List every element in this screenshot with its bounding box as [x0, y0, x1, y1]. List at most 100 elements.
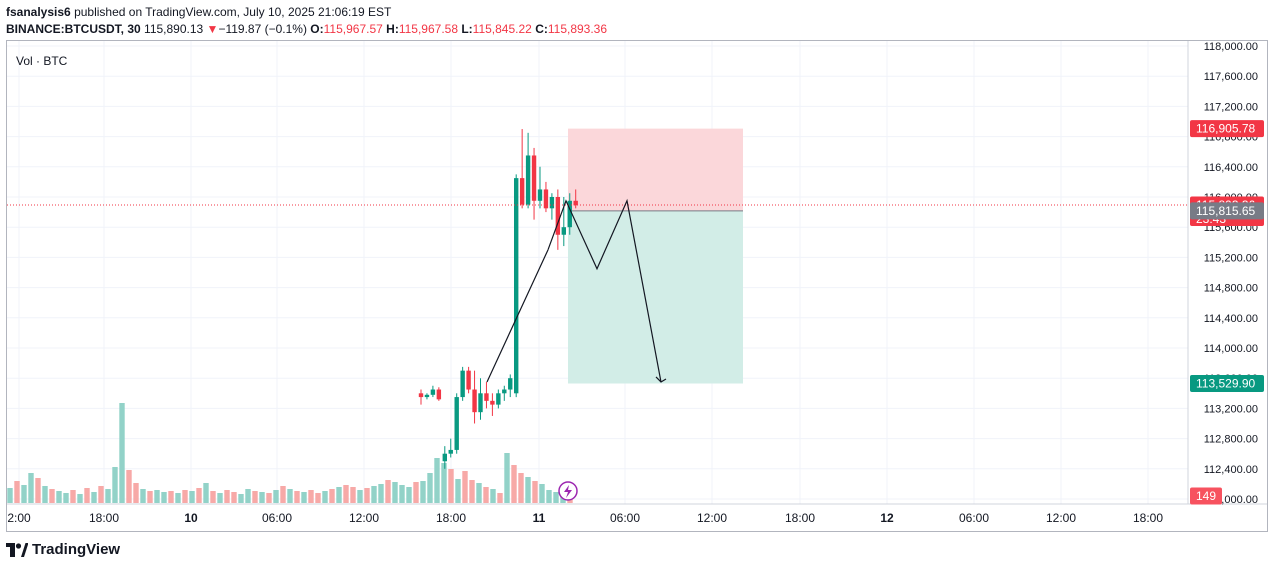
candle-body	[424, 394, 430, 398]
volume-bar	[259, 492, 265, 503]
volume-bar	[42, 486, 48, 503]
volume-bar	[329, 489, 335, 503]
stop-loss-zone	[568, 128, 743, 211]
candle-body	[418, 393, 424, 398]
volume-bar	[35, 478, 41, 503]
candle-body	[549, 197, 555, 209]
volume-bar	[392, 482, 398, 503]
candle-body	[573, 200, 578, 206]
volume-indicator-label[interactable]: Vol · BTC	[16, 54, 68, 68]
volume-bar	[532, 481, 538, 503]
candle-body	[448, 449, 453, 454]
volume-bar	[203, 483, 209, 503]
candle-body	[478, 393, 483, 413]
volume-bar	[476, 483, 482, 503]
volume-bar	[133, 483, 139, 503]
volume-bar	[525, 477, 531, 503]
volume-bar	[196, 488, 202, 503]
low-value: 115,845.22	[472, 22, 532, 36]
volume-bar	[469, 480, 475, 503]
candle-body	[561, 227, 566, 235]
volume-bar	[364, 488, 370, 503]
x-tick-label: 12:00	[1046, 511, 1076, 525]
volume-bar	[315, 493, 321, 503]
x-tick-label: 06:00	[610, 511, 640, 525]
volume-bar	[448, 469, 454, 503]
volume-bar	[308, 490, 314, 503]
volume-bar	[252, 491, 258, 503]
symbol-info: BINANCE:BTCUSDT, 30 115,890.13 ▼−119.87 …	[6, 22, 607, 36]
author-name[interactable]: fsanalysis6	[6, 5, 71, 19]
volume-bar	[455, 479, 461, 503]
volume-bar	[294, 491, 300, 503]
y-tick-label: 118,000.00	[1204, 41, 1258, 53]
volume-bar	[553, 492, 559, 503]
x-tick-label: 18:00	[1133, 511, 1163, 525]
volume-bar	[441, 463, 447, 503]
volume-bar	[322, 491, 328, 503]
volume-bar	[217, 493, 223, 503]
last-price: 115,890.13	[144, 22, 204, 36]
volume-bar	[413, 482, 419, 503]
volume-bar	[56, 491, 62, 503]
candle-body	[484, 393, 489, 401]
volume-bar	[427, 473, 433, 503]
close-label: C:	[535, 22, 548, 36]
volume-bar	[385, 480, 391, 503]
candle-body	[454, 397, 459, 450]
y-tick-label: 114,800.00	[1204, 283, 1258, 295]
price-label-stop-box	[1190, 120, 1264, 138]
volume-bar	[343, 485, 349, 503]
candle-body	[490, 400, 495, 405]
price-label-stop: 116,905.78	[1196, 122, 1255, 136]
chart-frame[interactable]	[6, 40, 1268, 532]
volume-bar	[168, 491, 174, 503]
y-tick-label: 113,200.00	[1204, 403, 1258, 415]
candle-body	[466, 370, 471, 390]
projection-path	[547, 198, 662, 383]
x-tick-label: 18:00	[785, 511, 815, 525]
trend-line	[486, 249, 549, 383]
volume-bar	[91, 492, 97, 503]
candle-body	[525, 155, 531, 205]
price-label-entry-box	[1190, 202, 1264, 220]
volume-bar	[210, 491, 216, 503]
volume-bar	[112, 467, 118, 503]
volume-bar	[182, 490, 188, 503]
candle-body	[543, 189, 549, 209]
open-label: O:	[310, 22, 324, 36]
volume-bar	[245, 489, 251, 503]
candle-body	[442, 453, 447, 462]
x-tick-label: 18:00	[89, 511, 119, 525]
volume-bar	[497, 493, 503, 503]
volume-bar	[231, 492, 237, 503]
price-label-target-box	[1190, 374, 1264, 392]
volume-bar	[119, 403, 125, 503]
y-tick-label: 114,000.00	[1204, 343, 1258, 355]
y-tick-label: 112,800.00	[1204, 434, 1258, 446]
x-tick-label: 2:00	[7, 511, 31, 525]
volume-bar	[336, 487, 342, 503]
x-tick-label: 06:00	[262, 511, 292, 525]
volume-bar	[14, 481, 20, 503]
lightning-bolt	[564, 485, 572, 498]
volume-bar	[420, 481, 426, 503]
volume-bar	[77, 494, 83, 503]
x-tick-label: 06:00	[959, 511, 989, 525]
publish-info: fsanalysis6 published on TradingView.com…	[6, 5, 391, 19]
down-arrow-icon: ▼	[206, 22, 219, 36]
price-label-volume-box	[1190, 487, 1222, 505]
volume-bar	[539, 484, 545, 503]
high-value: 115,967.58	[398, 22, 458, 36]
volume-bar	[49, 489, 55, 503]
volume-bar	[175, 493, 181, 503]
tradingview-logo[interactable]: TradingView	[6, 541, 120, 558]
price-change: −119.87 (−0.1%)	[218, 22, 307, 36]
symbol-name[interactable]: BINANCE:BTCUSDT, 30	[6, 22, 141, 36]
x-tick-label: 12:00	[697, 511, 727, 525]
candle-body	[514, 178, 519, 394]
volume-bar	[483, 487, 489, 503]
volume-bar	[21, 485, 27, 503]
volume-bar	[84, 488, 90, 503]
